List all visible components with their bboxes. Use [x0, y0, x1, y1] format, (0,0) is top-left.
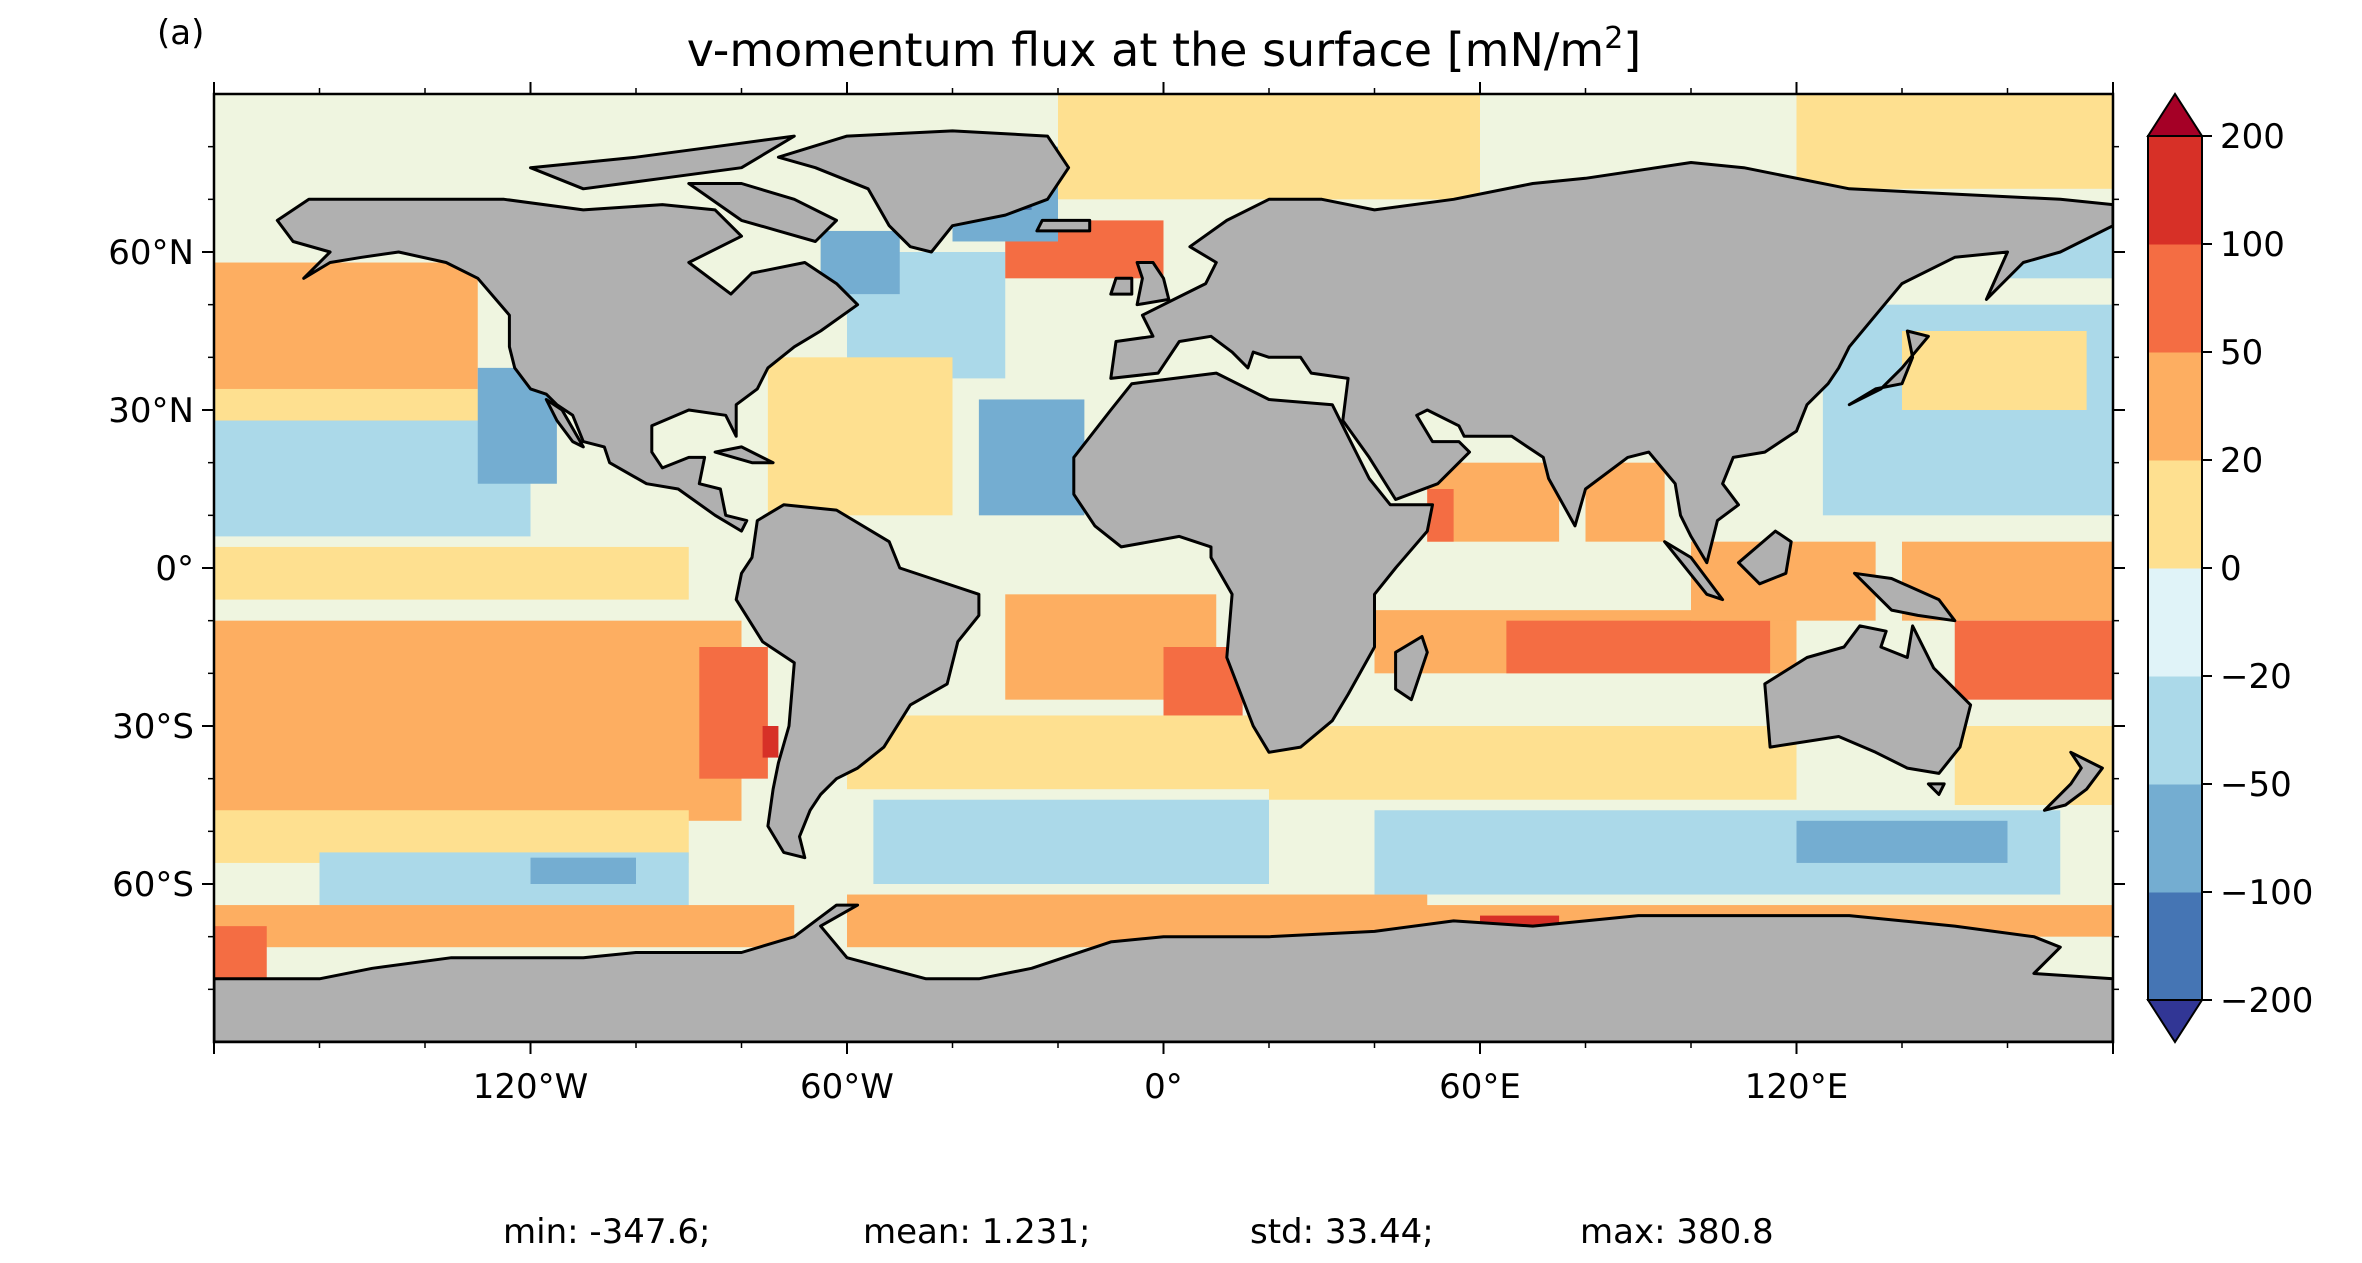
- land-baffin-island: [687, 182, 838, 243]
- colorbar-tick-label: 20: [2220, 441, 2263, 481]
- flux-region-canary-current: [978, 399, 1085, 516]
- land-africa: [1072, 371, 1434, 754]
- stats-line: min: -347.6; mean: 1.231; std: 33.44; max: …: [503, 1212, 1774, 1252]
- land-south-america: [734, 503, 981, 860]
- land-australia: [1763, 624, 1973, 775]
- stat-max: max: 380.8: [1580, 1212, 1774, 1252]
- colorbar-tick-label: −50: [2220, 765, 2292, 805]
- title-close: ]: [1623, 23, 1641, 77]
- land-tasmania: [1926, 782, 1946, 796]
- chart-title: v-momentum flux at the surface [mN/m2]: [687, 21, 1642, 77]
- lon-tick-label: 60°E: [1439, 1067, 1521, 1107]
- colorbar-tick-label: 0: [2220, 549, 2242, 589]
- colorbar-extend-max: [2146, 92, 2204, 137]
- flux-region-kuroshio: [1902, 331, 2087, 410]
- colorbar-tick-label: −200: [2220, 981, 2313, 1021]
- colorbar-segment: [2148, 352, 2202, 461]
- land-eurasia: [1109, 161, 2113, 565]
- colorbar-segment: [2148, 784, 2202, 893]
- flux-region-south-indian-core: [1506, 620, 1771, 674]
- flux-region-southern-pacific-blue-dark: [530, 857, 636, 884]
- colorbar-tick-label: 100: [2220, 225, 2285, 265]
- flux-field: [214, 94, 2113, 979]
- land-japan: [1847, 329, 1930, 407]
- flux-region-south-atlantic-light: [847, 715, 1269, 790]
- land-baja-california: [544, 398, 585, 449]
- lon-tick-label: 120°W: [473, 1067, 589, 1107]
- land-new-zealand: [2042, 750, 2104, 812]
- flux-region-peru-chile-core: [762, 726, 779, 758]
- colorbar-tick-label: −100: [2220, 873, 2313, 913]
- colorbar-tick-label: 50: [2220, 333, 2263, 373]
- land-greenland: [776, 129, 1071, 254]
- flux-region-tropical-pacific: [214, 546, 689, 600]
- land-cuba: [713, 445, 775, 465]
- colorbar-segment: [2148, 244, 2202, 353]
- lat-tick-label: 30°N: [108, 391, 194, 431]
- lon-tick-label: 120°E: [1745, 1067, 1848, 1107]
- flux-region-amundsen-sea: [214, 905, 795, 948]
- lat-tick-label: 0°: [155, 549, 194, 589]
- land-great-britain: [1135, 261, 1171, 307]
- land-arctic-islands: [529, 134, 796, 191]
- flux-region-north-atlantic-subtropical: [767, 357, 953, 516]
- land-iceland: [1035, 218, 1092, 233]
- flux-region-arctic-atlantic: [1058, 94, 1480, 200]
- lat-tick-label: 30°S: [112, 707, 194, 747]
- map-panel: 60°N 30°N 0° 30°S 60°S 120°W 60°W 0° 60°E 120°E: [108, 82, 2125, 1107]
- flux-region-sw-pacific: [1954, 620, 2113, 700]
- flux-region-southern-indian-blue-dark: [1796, 820, 2008, 863]
- flux-region-southern-indian-light: [1269, 726, 1797, 800]
- colorbar-segment: [2148, 568, 2202, 677]
- longitude-axis: 120°W 60°W 0° 60°E 120°E: [213, 82, 2114, 1107]
- colorbar-extend-min: [2146, 999, 2204, 1044]
- land-masses: [214, 129, 2113, 1042]
- land-sumatra: [1663, 540, 1725, 602]
- flux-region-arctic-pacific: [1796, 94, 2113, 189]
- lat-tick-label: 60°N: [108, 233, 194, 273]
- land-madagascar: [1394, 635, 1429, 702]
- flux-region-ross-sea: [214, 926, 267, 979]
- stat-min: min: -347.6;: [503, 1212, 710, 1252]
- colorbar-tick-label: 200: [2220, 117, 2285, 157]
- flux-region-ne-pacific: [214, 262, 478, 400]
- land-ireland: [1109, 276, 1134, 296]
- lon-tick-label: 60°W: [800, 1067, 894, 1107]
- title-main: v-momentum flux at the surface [mN/m: [687, 23, 1604, 77]
- land-borneo: [1737, 529, 1793, 586]
- land-new-guinea: [1853, 571, 1957, 623]
- lon-tick-label: 0°: [1144, 1067, 1183, 1107]
- title-superscript: 2: [1604, 21, 1623, 56]
- colorbar-segment: [2148, 460, 2202, 569]
- stat-std: std: 33.44;: [1250, 1212, 1434, 1252]
- colorbar-tick-label: −20: [2220, 657, 2292, 697]
- colorbar-segment: [2148, 892, 2202, 1001]
- latitude-axis: 60°N 30°N 0° 30°S 60°S: [108, 145, 2125, 991]
- land-antarctica: [214, 903, 2113, 1042]
- colorbar-segment: [2148, 136, 2202, 245]
- land-north-america: [275, 197, 860, 533]
- flux-region-peru-chile-current: [699, 647, 768, 779]
- flux-region-se-pacific: [214, 620, 742, 821]
- flux-region-south-atlantic-blue: [873, 799, 1269, 884]
- lat-tick-label: 60°S: [112, 865, 194, 905]
- stat-mean: mean: 1.231;: [863, 1212, 1090, 1252]
- colorbar-segment: [2148, 676, 2202, 785]
- panel-label: (a): [157, 13, 204, 53]
